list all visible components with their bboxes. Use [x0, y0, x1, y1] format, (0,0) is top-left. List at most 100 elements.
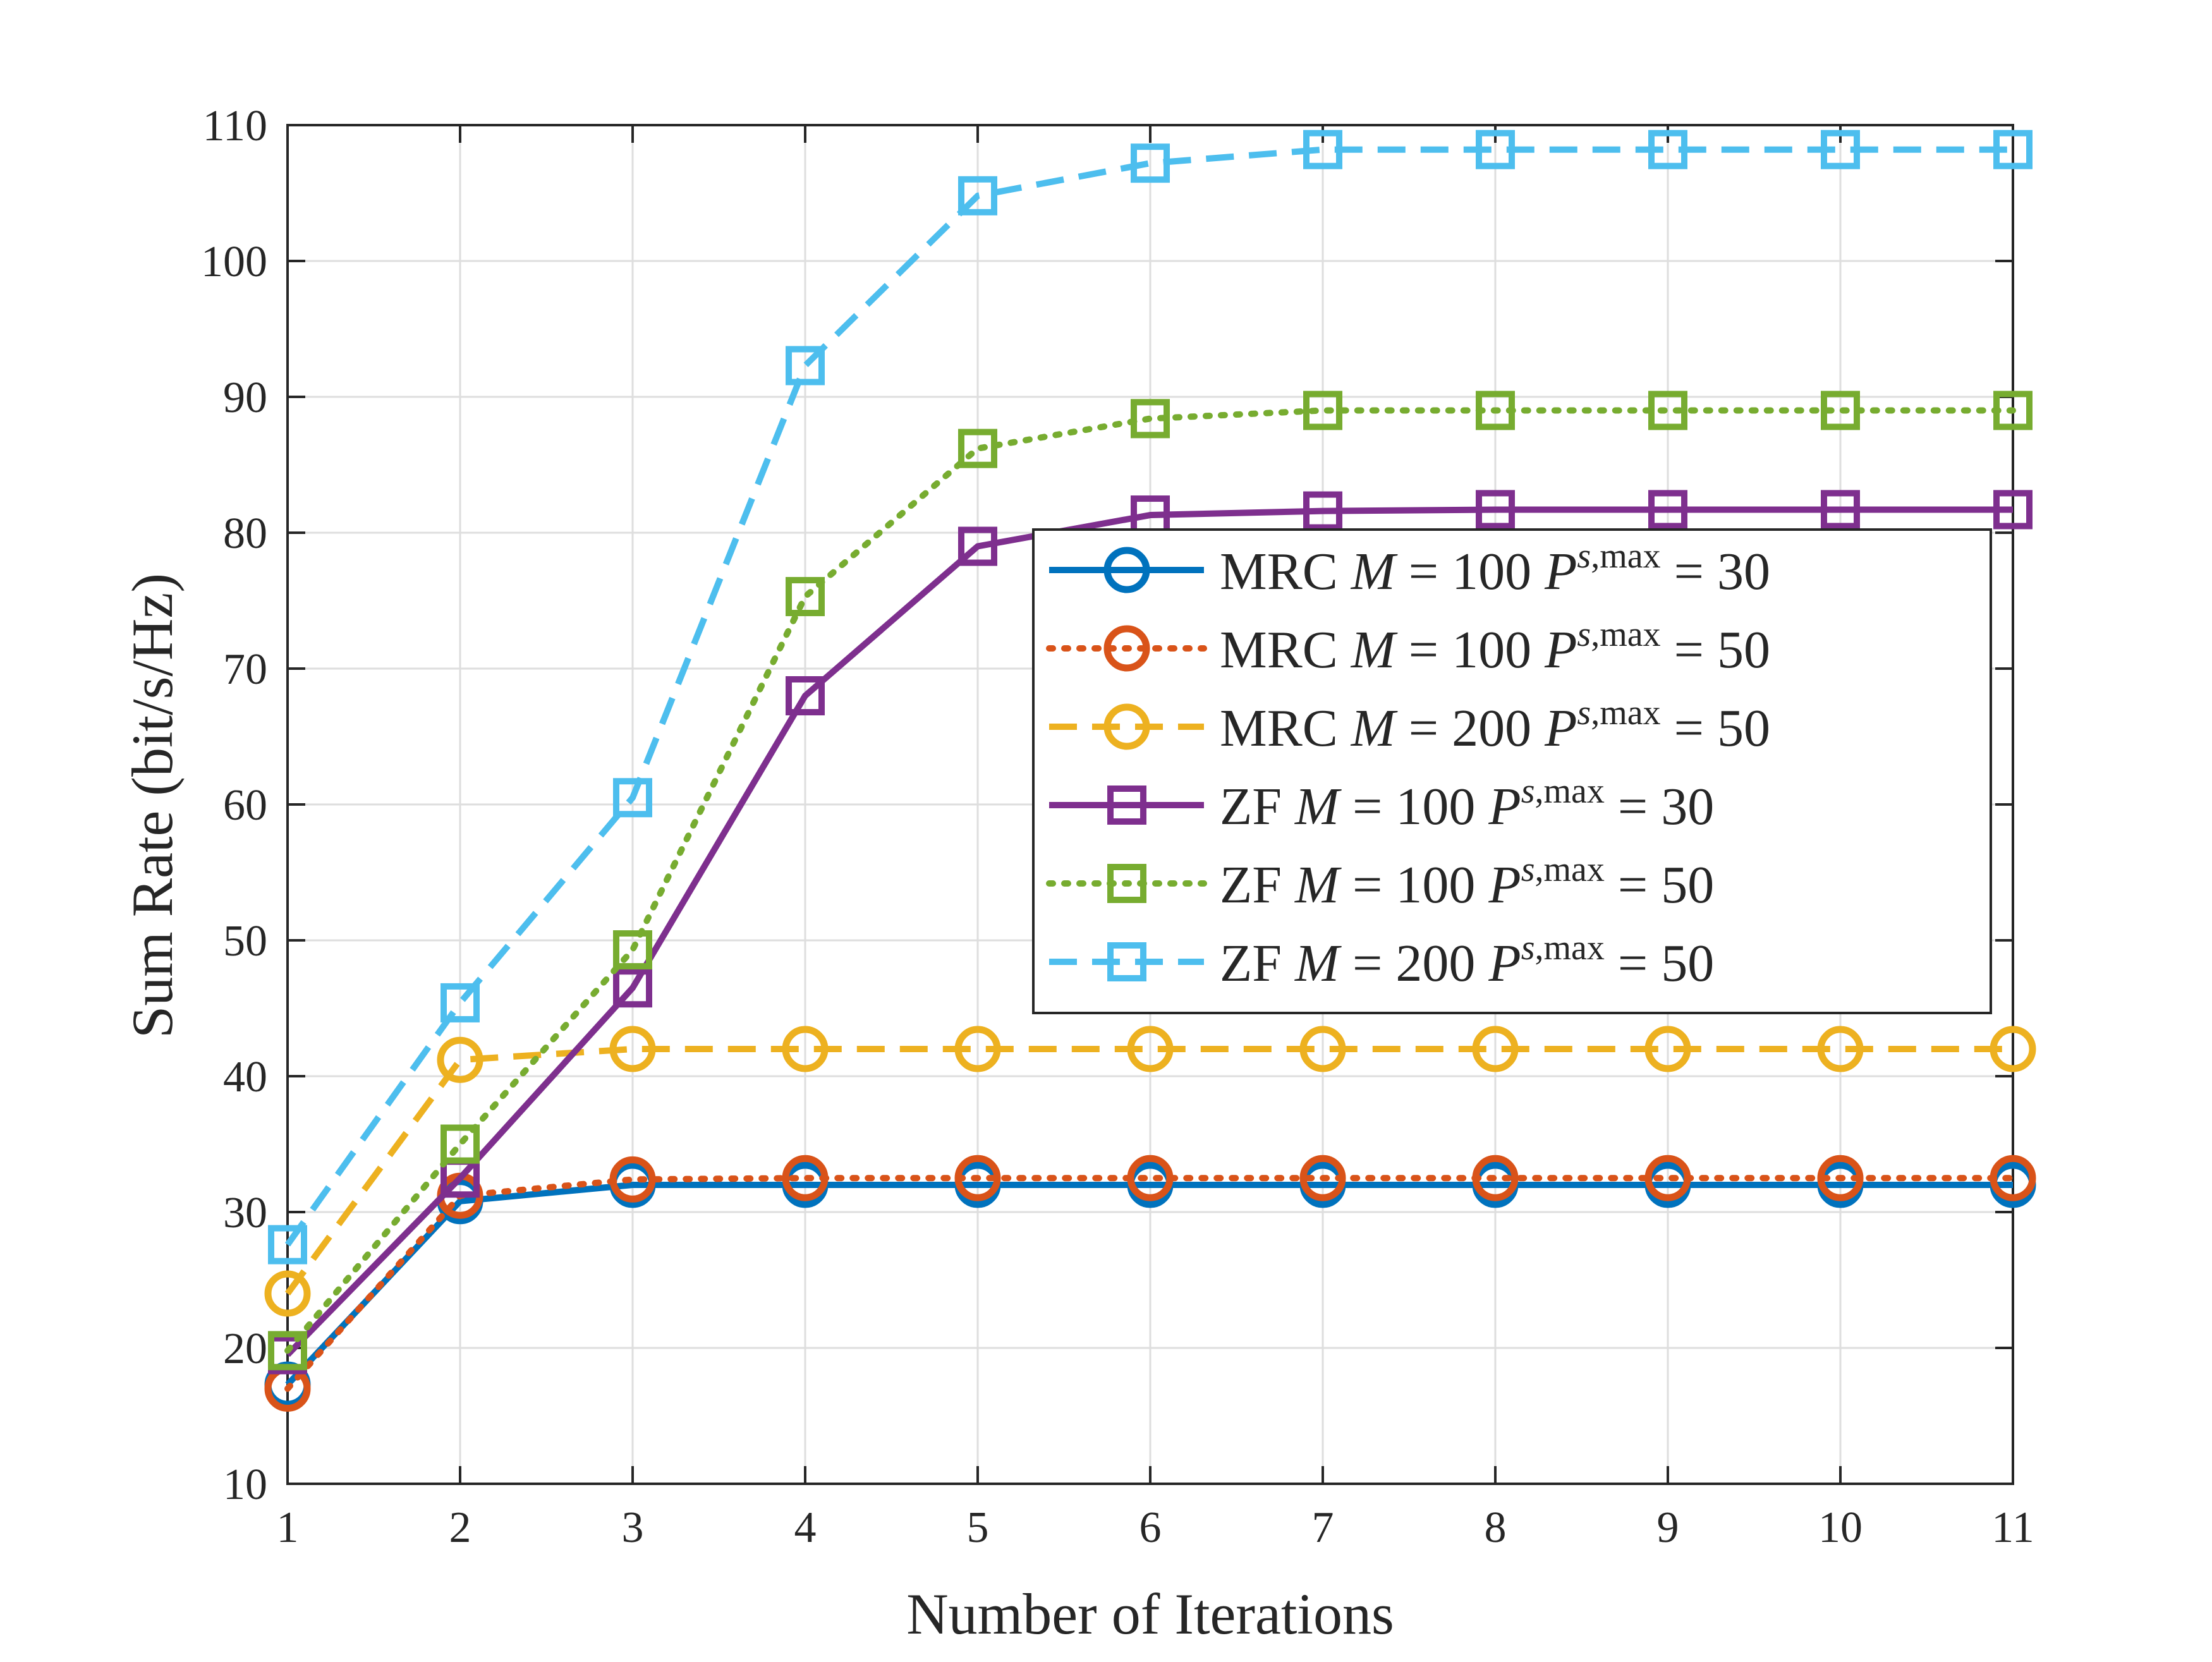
legend-entry: MRC M = 100 Ps,max = 30 — [1049, 537, 1770, 601]
legend-label-part: = 100 — [1339, 777, 1488, 836]
data-point — [954, 1026, 1001, 1072]
data-point — [1472, 1155, 1519, 1201]
legend-label-part: ,max — [1535, 850, 1605, 889]
y-tick-label: 110 — [203, 102, 267, 150]
y-tick-label: 90 — [223, 373, 267, 422]
data-point — [441, 983, 480, 1022]
legend-label-part: ,max — [1591, 693, 1660, 732]
legend-label-part: MRC — [1220, 621, 1351, 679]
legend-label-part: = 30 — [1605, 777, 1714, 836]
legend-label-part: P — [1488, 856, 1521, 914]
legend-label-part: = 50 — [1661, 621, 1770, 679]
data-point — [1648, 490, 1687, 530]
legend-label-part: = 200 — [1395, 699, 1545, 758]
x-tick-label: 10 — [1818, 1503, 1863, 1552]
data-point — [782, 1155, 829, 1201]
y-tick-label: 20 — [223, 1325, 267, 1373]
data-point — [1131, 143, 1170, 183]
legend-label-part: s — [1521, 772, 1535, 811]
x-tick-label: 6 — [1139, 1503, 1162, 1552]
x-tick-label: 3 — [622, 1503, 644, 1552]
legend-label-part: P — [1488, 777, 1521, 836]
legend-label-part: = 100 — [1339, 856, 1488, 914]
legend-label-part: s — [1577, 615, 1591, 654]
legend-label-part: P — [1544, 621, 1577, 679]
legend-label: MRC M = 100 Ps,max = 30 — [1220, 537, 1770, 601]
data-point — [1817, 1155, 1864, 1201]
legend-entry: ZF M = 200 Ps,max = 50 — [1049, 928, 1714, 993]
data-point — [1644, 1155, 1691, 1201]
data-point — [954, 1155, 1001, 1201]
data-point — [613, 930, 652, 970]
data-point — [1648, 391, 1687, 430]
data-point — [613, 968, 652, 1008]
legend-label-part: = 50 — [1661, 699, 1770, 758]
data-point — [786, 577, 825, 617]
data-point — [268, 1225, 307, 1265]
y-tick-label: 10 — [223, 1460, 267, 1509]
legend-label-part: ,max — [1591, 537, 1660, 576]
legend-marker — [1103, 703, 1150, 750]
legend-label-part: = 100 — [1395, 542, 1545, 601]
data-point — [1476, 391, 1515, 430]
legend-label-part: s — [1577, 693, 1591, 732]
tick-labels: 1 2 3 4 5 6 7 8 9 10 11 10 20 30 40 50 60 70 80 90 100 110 — [201, 102, 2034, 1552]
x-tick-label: 8 — [1485, 1503, 1507, 1552]
data-point — [1127, 1026, 1174, 1072]
data-point — [1127, 1155, 1174, 1201]
data-point — [958, 428, 997, 468]
data-point — [1303, 130, 1342, 169]
data-point — [1821, 391, 1860, 430]
data-point — [1476, 490, 1515, 530]
legend-label-part: ,max — [1535, 772, 1605, 811]
legend-label-part: s — [1521, 928, 1535, 967]
x-tick-label: 7 — [1312, 1503, 1334, 1552]
legend-label-part: M — [1351, 542, 1398, 601]
legend-label-part: MRC — [1220, 542, 1351, 601]
legend-marker — [1107, 864, 1146, 903]
data-point — [609, 1156, 656, 1203]
legend-entry: ZF M = 100 Ps,max = 50 — [1046, 850, 1714, 914]
legend-marker — [1107, 786, 1146, 825]
data-point — [1821, 490, 1860, 530]
legend-label-part: ,max — [1535, 928, 1605, 967]
legend-label-part: = 30 — [1661, 542, 1770, 601]
legend-label: MRC M = 100 Ps,max = 50 — [1220, 615, 1770, 679]
legend-label-part: P — [1544, 699, 1577, 758]
legend-label-part: P — [1544, 542, 1577, 601]
legend-entry: MRC M = 200 Ps,max = 50 — [1049, 693, 1770, 758]
series-group — [264, 130, 2036, 1412]
data-point — [1648, 130, 1687, 169]
legend-label-part: M — [1351, 621, 1398, 679]
x-tick-label: 4 — [794, 1503, 817, 1552]
data-point — [1993, 130, 2033, 169]
legend-marker — [1107, 942, 1146, 981]
legend-label-part: ZF — [1220, 856, 1295, 914]
y-tick-label: 30 — [223, 1189, 267, 1237]
data-point — [1472, 1026, 1519, 1072]
data-point — [1476, 130, 1515, 169]
data-point — [958, 526, 997, 566]
series-line — [284, 146, 2013, 1247]
legend-entry: MRC M = 100 Ps,max = 50 — [1046, 615, 1770, 679]
legend-label-part: = 100 — [1395, 621, 1545, 679]
data-point — [1644, 1026, 1691, 1072]
x-tick-label: 11 — [1991, 1503, 2034, 1552]
y-axis-title: Sum Rate (bit/s/Hz) — [120, 573, 185, 1038]
series-line — [285, 506, 2013, 1357]
data-point — [609, 1026, 656, 1072]
y-tick-label: 80 — [223, 509, 267, 558]
legend-label-part: M — [1294, 934, 1342, 993]
legend-box — [1032, 528, 1992, 1014]
legend-label-part: s — [1577, 537, 1591, 576]
data-point — [441, 1124, 480, 1164]
y-tick-label: 70 — [223, 645, 267, 694]
data-point — [782, 1026, 829, 1072]
legend-label-part: P — [1488, 934, 1521, 993]
series-line — [285, 1182, 2013, 1387]
x-tick-label: 2 — [449, 1503, 471, 1552]
data-point — [1993, 391, 2033, 430]
